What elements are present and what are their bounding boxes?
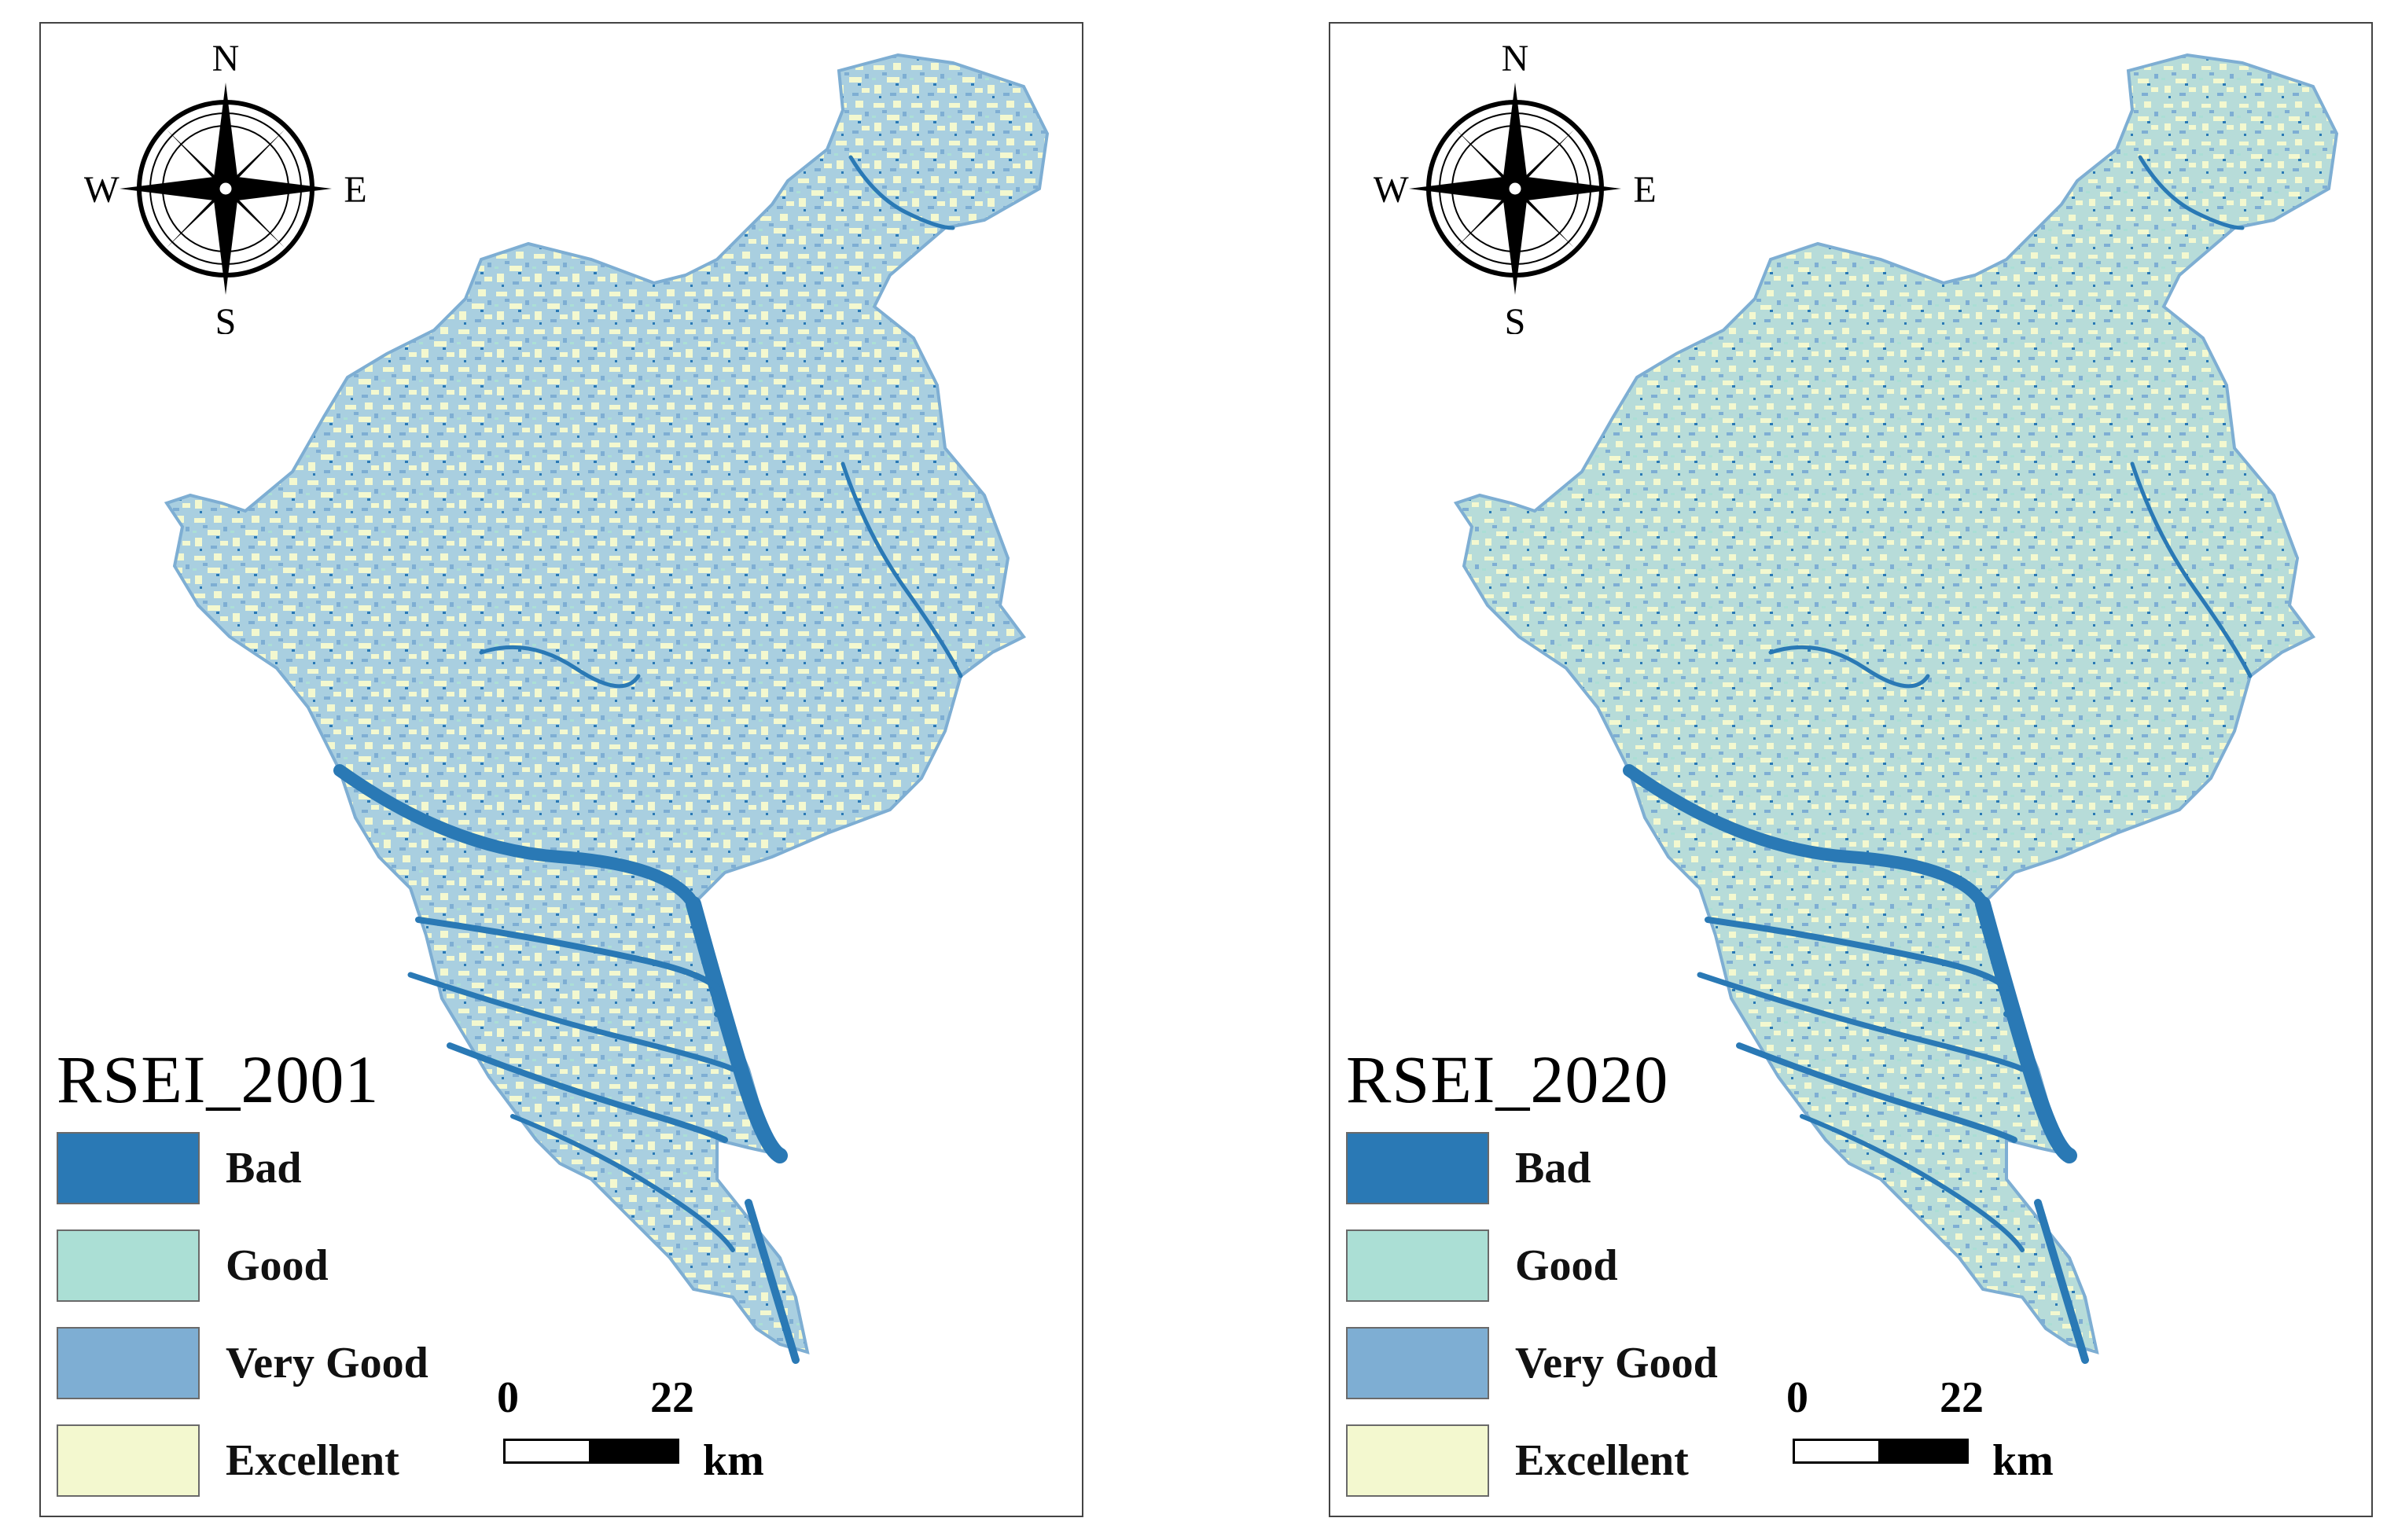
scale-bar: 0 22 km [497,1376,827,1486]
scale-start-label: 0 [1786,1373,1808,1422]
rsei-map-2001 [41,24,1083,1364]
legend-swatch-excellent [57,1424,200,1497]
river-network-2020 [1623,155,2253,1364]
legend-item-very-good: Very Good [57,1327,497,1424]
legend-item-excellent: Excellent [57,1424,497,1516]
scale-start-label: 0 [497,1373,519,1422]
legend-item-very-good: Very Good [1346,1327,1786,1424]
scale-segment-black [589,1439,679,1464]
legend: Bad Good Very Good Excellent [1346,1132,1786,1516]
scale-segment-white [503,1439,591,1464]
legend: Bad Good Very Good Excellent [57,1132,497,1516]
scale-end-label: 22 [1940,1373,1984,1422]
legend-swatch-excellent [1346,1424,1489,1497]
map-title: RSEI_2001 [57,1042,380,1117]
compass-north-label: N [212,38,240,79]
legend-swatch-very-good [57,1327,200,1399]
legend-swatch-good [57,1229,200,1302]
scale-end-label: 22 [650,1373,694,1422]
scale-bar: 0 22 km [1786,1376,2117,1486]
legend-label: Excellent [226,1436,399,1485]
compass-south-label: S [215,301,237,334]
compass-east-label: E [1633,169,1656,211]
scale-segment-black [1878,1439,1969,1464]
compass-rose-icon: N S E W [84,38,367,334]
scale-unit-label: km [1992,1436,2054,1485]
map-title: RSEI_2020 [1346,1042,1669,1117]
legend-label: Bad [226,1144,302,1193]
legend-label: Good [226,1241,329,1290]
compass-rose-icon: N S E W [1374,38,1657,334]
legend-label: Good [1515,1241,1618,1290]
legend-label: Excellent [1515,1436,1689,1485]
legend-item-bad: Bad [1346,1132,1786,1229]
compass-north-label: N [1502,38,1529,79]
legend-item-bad: Bad [57,1132,497,1229]
legend-swatch-good [1346,1229,1489,1302]
legend-label: Bad [1515,1144,1591,1193]
legend-item-excellent: Excellent [1346,1424,1786,1516]
legend-swatch-bad [1346,1132,1489,1204]
compass-south-label: S [1505,301,1526,334]
legend-item-good: Good [57,1229,497,1327]
legend-label: Very Good [226,1339,428,1387]
legend-swatch-very-good [1346,1327,1489,1399]
river-network-2001 [333,155,963,1364]
map-panel-2020: N S E W RSEI_2020 Bad Good Very Good Exc… [1329,22,2373,1517]
compass-east-label: E [344,169,366,211]
legend-swatch-bad [57,1132,200,1204]
compass-west-label: W [84,169,120,211]
scale-unit-label: km [703,1436,764,1485]
legend-item-good: Good [1346,1229,1786,1327]
scale-segment-white [1793,1439,1881,1464]
rsei-map-2020 [1330,24,2373,1364]
map-panel-2001: N S E W RSEI_2001 Bad Good Very Good Exc… [39,22,1083,1517]
legend-label: Very Good [1515,1339,1718,1387]
compass-west-label: W [1374,169,1409,211]
